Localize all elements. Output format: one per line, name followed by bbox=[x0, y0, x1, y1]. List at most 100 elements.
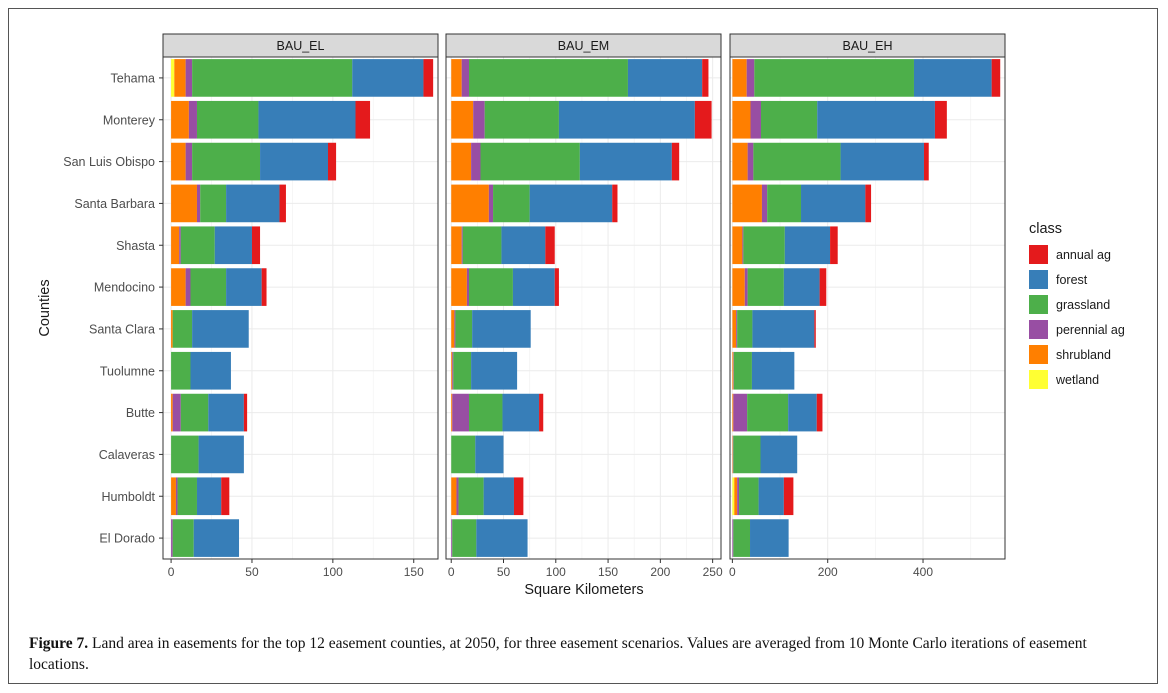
y-tick-label-mendocino: Mendocino bbox=[94, 281, 155, 295]
legend-key-forest bbox=[1029, 270, 1048, 289]
bar-bau-em-shasta-forest bbox=[501, 226, 546, 265]
bar-bau-el-tuolumne-grassland bbox=[171, 351, 191, 390]
bar-bau-eh-monterey-perennial-ag bbox=[750, 100, 761, 139]
bar-bau-el-santa-barbara-perennial-ag bbox=[196, 184, 201, 223]
bar-bau-eh-shasta-shrubland bbox=[732, 226, 743, 265]
bar-bau-eh-santa-clara-annual-ag bbox=[814, 310, 816, 348]
bar-bau-em-santa-barbara-grassland bbox=[493, 184, 530, 223]
legend-label-forest: forest bbox=[1056, 273, 1088, 287]
bar-bau-el-butte-perennial-ag bbox=[172, 393, 181, 432]
bar-bau-eh-calaveras-grassland bbox=[733, 435, 761, 474]
bar-bau-eh-monterey-annual-ag bbox=[934, 100, 947, 139]
bar-bau-eh-monterey-grassland bbox=[760, 100, 818, 139]
bar-bau-em-shasta-perennial-ag bbox=[461, 226, 463, 265]
bar-bau-em-santa-clara-forest bbox=[472, 310, 531, 348]
y-tick-label-el-dorado: El Dorado bbox=[99, 532, 155, 546]
bar-bau-el-shasta-perennial-ag bbox=[179, 226, 181, 265]
y-tick-label-monterey: Monterey bbox=[103, 113, 156, 127]
bar-bau-em-calaveras-forest bbox=[475, 435, 504, 474]
bar-bau-em-monterey-annual-ag bbox=[694, 100, 712, 139]
bar-bau-el-santa-barbara-grassland bbox=[200, 184, 227, 223]
bar-bau-em-mendocino-annual-ag bbox=[554, 268, 559, 306]
legend-key-shrubland bbox=[1029, 345, 1048, 364]
bar-bau-em-humboldt-perennial-ag bbox=[456, 477, 459, 516]
bar-bau-eh-santa-clara-grassland bbox=[737, 310, 753, 348]
bar-bau-em-humboldt-forest bbox=[483, 477, 514, 516]
panel-title-bau-el: BAU_EL bbox=[277, 39, 325, 53]
legend-key-annual-ag bbox=[1029, 245, 1048, 264]
bar-bau-em-el-dorado-perennial-ag bbox=[451, 519, 453, 557]
bar-bau-em-el-dorado-grassland bbox=[452, 519, 477, 557]
y-tick-label-tehama: Tehama bbox=[111, 71, 156, 85]
bar-bau-em-calaveras-grassland bbox=[451, 435, 476, 474]
panel-title-bau-eh: BAU_EH bbox=[842, 39, 892, 53]
legend-key-perennial-ag bbox=[1029, 320, 1048, 339]
bar-bau-eh-humboldt-perennial-ag bbox=[737, 477, 740, 516]
bar-bau-el-santa-barbara-shrubland bbox=[171, 184, 197, 223]
legend-label-perennial-ag: perennial ag bbox=[1056, 323, 1125, 337]
bar-bau-el-san-luis-obispo-forest bbox=[260, 142, 328, 181]
bar-bau-el-tehama-shrubland bbox=[174, 59, 186, 97]
bar-bau-em-monterey-shrubland bbox=[451, 100, 474, 139]
bar-bau-eh-san-luis-obispo-grassland bbox=[753, 142, 841, 181]
figure-frame: BAU_EL 0 50 100 150 BAU_EM 0 50 100 150 200 250 BAU_… bbox=[8, 8, 1158, 684]
bar-bau-el-butte-grassland bbox=[180, 393, 209, 432]
bar-bau-em-tehama-grassland bbox=[469, 59, 628, 97]
legend-key-wetland bbox=[1029, 370, 1048, 389]
x-tick-label: 250 bbox=[703, 565, 723, 579]
bar-bau-eh-butte-grassland bbox=[747, 393, 789, 432]
bar-bau-el-shasta-shrubland bbox=[171, 226, 180, 265]
x-tick-label: 0 bbox=[729, 565, 736, 579]
y-tick-label-santa-barbara: Santa Barbara bbox=[74, 197, 155, 211]
bar-bau-em-butte-grassland bbox=[469, 393, 503, 432]
bar-bau-eh-mendocino-perennial-ag bbox=[744, 268, 748, 306]
bar-bau-el-san-luis-obispo-shrubland bbox=[171, 142, 186, 181]
bar-bau-em-shasta-grassland bbox=[462, 226, 502, 265]
bar-bau-eh-santa-barbara-grassland bbox=[767, 184, 802, 223]
bar-bau-eh-santa-clara-perennial-ag bbox=[736, 310, 738, 348]
bar-bau-eh-santa-barbara-forest bbox=[801, 184, 866, 223]
bar-bau-el-tehama-grassland bbox=[192, 59, 353, 97]
panel-title-bau-em: BAU_EM bbox=[558, 39, 609, 53]
bar-bau-em-tuolumne-shrubland bbox=[451, 351, 453, 390]
bar-bau-eh-el-dorado-perennial-ag bbox=[732, 519, 734, 557]
bar-bau-eh-humboldt-grassland bbox=[739, 477, 759, 516]
bar-bau-el-monterey-shrubland bbox=[171, 100, 189, 139]
bar-bau-em-butte-shrubland bbox=[451, 393, 453, 432]
bar-bau-eh-san-luis-obispo-forest bbox=[840, 142, 924, 181]
bar-bau-em-tehama-shrubland bbox=[451, 59, 462, 97]
bar-bau-el-shasta-grassland bbox=[180, 226, 215, 265]
x-tick-label: 400 bbox=[913, 565, 933, 579]
bar-bau-eh-tuolumne-shrubland bbox=[732, 351, 734, 390]
bar-bau-el-santa-clara-shrubland bbox=[171, 310, 173, 348]
bar-bau-el-shasta-annual-ag bbox=[251, 226, 261, 265]
bar-bau-em-tehama-annual-ag bbox=[702, 59, 709, 97]
bar-bau-em-santa-clara-shrubland bbox=[451, 310, 455, 348]
legend-title: class bbox=[1029, 221, 1062, 237]
bar-bau-eh-santa-clara-forest bbox=[752, 310, 815, 348]
bar-bau-eh-calaveras-forest bbox=[760, 435, 798, 474]
bar-bau-eh-shasta-forest bbox=[784, 226, 831, 265]
bar-bau-eh-tuolumne-grassland bbox=[733, 351, 752, 390]
bar-bau-el-calaveras-forest bbox=[198, 435, 244, 474]
bar-bau-em-shasta-shrubland bbox=[451, 226, 462, 265]
bar-bau-em-tuolumne-forest bbox=[471, 351, 518, 390]
stacked-bar-chart: BAU_EL 0 50 100 150 BAU_EM 0 50 100 150 200 250 BAU_… bbox=[37, 33, 1125, 598]
legend-label-annual-ag: annual ag bbox=[1056, 248, 1111, 262]
y-tick-label-butte: Butte bbox=[126, 406, 155, 420]
bar-bau-eh-tuolumne-forest bbox=[751, 351, 795, 390]
bar-bau-eh-san-luis-obispo-perennial-ag bbox=[747, 142, 754, 181]
bar-bau-el-butte-forest bbox=[208, 393, 244, 432]
bar-bau-em-monterey-perennial-ag bbox=[473, 100, 485, 139]
panel-border-bau-em bbox=[445, 56, 722, 560]
y-tick-label-tuolumne: Tuolumne bbox=[100, 364, 155, 378]
bar-bau-el-mendocino-perennial-ag bbox=[185, 268, 191, 306]
panel-border-bau-el bbox=[162, 56, 439, 560]
bar-bau-eh-tehama-forest bbox=[913, 59, 992, 97]
bar-bau-eh-humboldt-annual-ag bbox=[783, 477, 794, 516]
bar-bau-eh-mendocino-grassland bbox=[747, 268, 784, 306]
x-tick-label: 200 bbox=[818, 565, 838, 579]
x-tick-label: 150 bbox=[598, 565, 618, 579]
y-axis-title: Counties bbox=[37, 279, 53, 336]
bar-bau-el-butte-annual-ag bbox=[243, 393, 248, 432]
